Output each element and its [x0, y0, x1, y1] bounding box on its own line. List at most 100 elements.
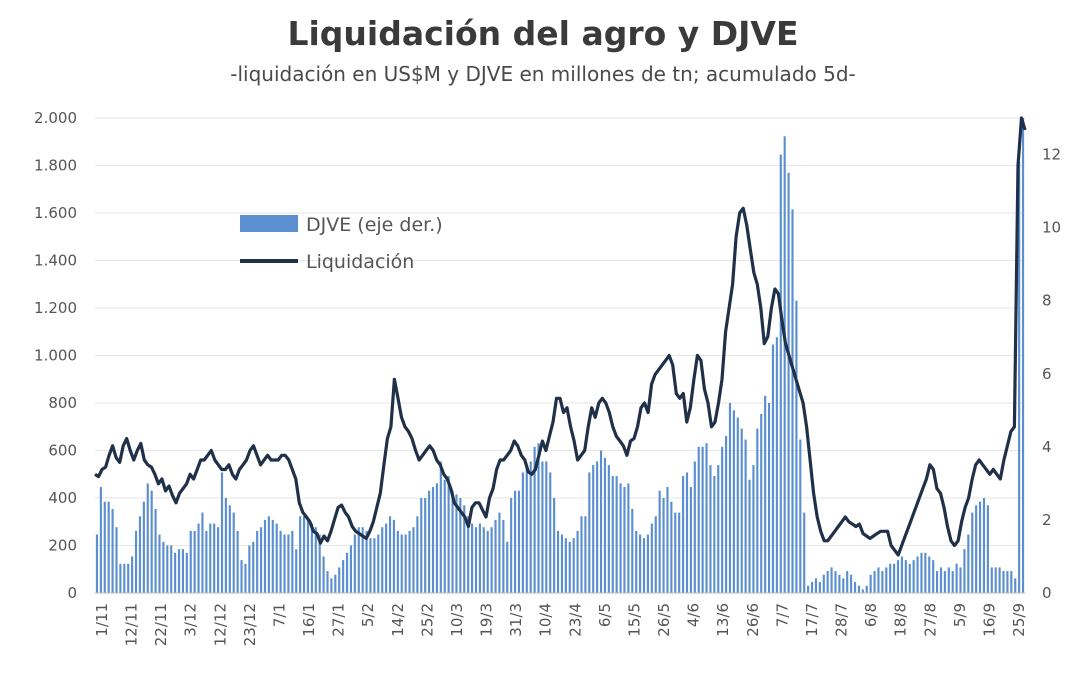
- x-tick-label: 26/6: [744, 603, 762, 637]
- djve-bar: [662, 498, 665, 593]
- djve-bar: [474, 527, 478, 593]
- djve-bar: [670, 501, 673, 593]
- right-tick-label: 4: [1042, 438, 1052, 456]
- djve-bar: [752, 465, 755, 593]
- x-tick-label: 12/11: [123, 603, 141, 646]
- x-tick-label: 26/5: [655, 603, 673, 637]
- djve-bar: [205, 530, 208, 593]
- djve-bar: [885, 567, 888, 593]
- djve-bar: [826, 571, 829, 593]
- djve-bar: [287, 534, 290, 593]
- djve-bar: [576, 530, 579, 593]
- djve-bar: [431, 487, 435, 593]
- djve-bar: [326, 571, 329, 593]
- djve-bar: [185, 552, 188, 593]
- djve-bar: [740, 428, 743, 593]
- djve-bar: [556, 530, 560, 593]
- djve-bar: [842, 578, 845, 593]
- djve-bar: [912, 560, 915, 593]
- djve-bar: [256, 530, 259, 593]
- djve-bar: [635, 530, 638, 593]
- djve-bar: [599, 450, 603, 593]
- djve-bar: [404, 534, 407, 593]
- djve-bar: [174, 552, 177, 593]
- djve-bar: [103, 501, 106, 593]
- right-tick-label: 8: [1042, 292, 1052, 310]
- djve-bar: [365, 530, 368, 593]
- djve-bar: [1014, 578, 1017, 593]
- djve-bar: [385, 523, 388, 593]
- djve-bar: [283, 534, 286, 593]
- djve-bar: [607, 465, 610, 593]
- left-tick-label: 1.600: [34, 204, 77, 222]
- djve-bar: [471, 523, 474, 593]
- djve-bar: [846, 571, 849, 593]
- djve-bar: [517, 490, 521, 593]
- djve-bar: [127, 563, 130, 593]
- djve-bar: [107, 501, 110, 593]
- djve-bar: [615, 476, 618, 593]
- x-tick-label: 7/1: [270, 603, 288, 627]
- djve-bar: [936, 571, 939, 593]
- x-tick-label: 5/2: [359, 603, 377, 627]
- djve-bar: [744, 439, 747, 593]
- djve-bar: [1010, 571, 1013, 593]
- chart-title: Liquidación del agro y DJVE: [287, 14, 799, 53]
- djve-bar: [596, 461, 599, 593]
- djve-bar: [123, 563, 126, 593]
- djve-bar: [521, 472, 524, 593]
- djve-bar: [646, 534, 649, 593]
- djve-bar: [228, 505, 231, 593]
- djve-bar: [439, 461, 442, 593]
- right-tick-label: 0: [1042, 584, 1052, 602]
- djve-bar: [693, 461, 696, 593]
- djve-bar: [302, 516, 306, 593]
- djve-bar: [428, 490, 431, 593]
- djve-bar: [537, 443, 540, 593]
- djve-bar: [982, 498, 986, 593]
- djve-bar: [560, 534, 564, 593]
- liquidacion-line-group: [94, 116, 1027, 557]
- djve-bar: [318, 534, 321, 593]
- right-tick-label: 6: [1042, 365, 1052, 383]
- djve-bar: [201, 512, 204, 593]
- left-tick-label: 400: [48, 489, 77, 507]
- x-tick-label: 10/3: [448, 603, 466, 637]
- legend-label-liquidacion: Liquidación: [306, 251, 414, 273]
- legend: DJVE (eje der.) Liquidación: [240, 214, 443, 273]
- djve-bar: [459, 498, 462, 593]
- djve-bar: [701, 446, 704, 593]
- djve-bar: [334, 574, 337, 593]
- djve-bar: [564, 538, 567, 593]
- djve-bar: [830, 567, 833, 593]
- djve-bar: [869, 574, 872, 593]
- djve-bar: [955, 563, 958, 593]
- djve-bar: [447, 476, 450, 593]
- x-tick-label: 4/6: [685, 603, 703, 627]
- djve-bar: [803, 512, 806, 593]
- djve-bar: [748, 479, 751, 593]
- djve-bar: [330, 578, 333, 593]
- djve-bar: [791, 209, 794, 593]
- djve-bar: [650, 523, 653, 593]
- djve-bar: [373, 538, 376, 593]
- djve-bar: [279, 530, 282, 593]
- x-tick-label: 25/2: [418, 603, 436, 637]
- djve-bar: [666, 487, 669, 593]
- djve-bar: [971, 512, 974, 593]
- djve-bar: [705, 443, 708, 593]
- djve-bar: [592, 465, 595, 593]
- djve-bar: [850, 574, 853, 593]
- x-tick-label: 22/11: [152, 603, 170, 646]
- djve-bar: [963, 549, 966, 593]
- djve-bar: [873, 571, 876, 593]
- djve-bar: [795, 300, 798, 593]
- djve-bar: [142, 501, 145, 593]
- djve-bar: [150, 490, 153, 593]
- djve-bar: [232, 512, 235, 593]
- djve-bar: [263, 519, 267, 593]
- djve-bar: [881, 571, 884, 593]
- djve-bar: [420, 498, 423, 593]
- djve-bar: [494, 519, 497, 593]
- djve-bar: [95, 534, 99, 593]
